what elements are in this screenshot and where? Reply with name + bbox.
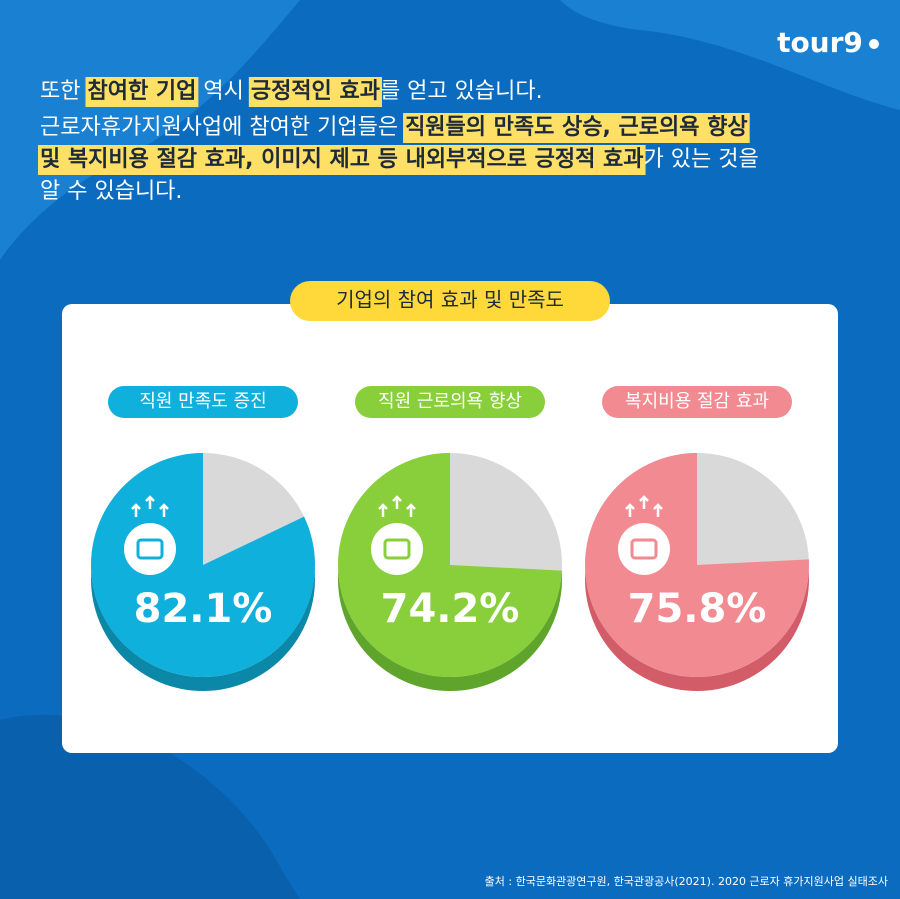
intro-text: 알 수 있습니다.	[40, 179, 182, 204]
icon-arrow	[653, 503, 663, 517]
intro: 또한 참여한 기업 역시 긍정적인 효과 를 얻고 있습니다. 근로자휴가지원사업에…	[38, 77, 759, 204]
section-title: 기업의 참여 효과 및 만족도	[336, 288, 564, 312]
icon-glyph	[630, 538, 658, 560]
icon-arrow	[406, 503, 416, 517]
icon-glyph	[383, 538, 411, 560]
highlight	[248, 77, 382, 107]
icon-arrow	[131, 503, 141, 517]
bg-blob	[560, 0, 900, 110]
icon-arrow	[159, 503, 169, 517]
pill	[108, 386, 298, 418]
icon-arrow	[145, 495, 155, 509]
pie-slice	[338, 453, 562, 677]
intro-text: 또한	[40, 79, 87, 104]
highlight-text: 참여한 기업	[87, 79, 196, 104]
icon-circle	[618, 523, 670, 575]
highlight	[85, 77, 199, 107]
charts: 직원 만족도 증진 82.1% 직원 근로의욕 향상 74.2% 복지비용 절감 효과 7…	[90, 386, 809, 691]
icon-arrow	[392, 495, 402, 509]
section-badge	[290, 281, 610, 321]
bg-blob	[0, 714, 300, 899]
icon-arrow	[639, 495, 649, 509]
source: 출처 : 한국문화관광연구원, 한국관광공사(2021). 2020 근로자 휴…	[485, 875, 888, 888]
intro-text: 역시	[196, 79, 250, 104]
value-label: 74.2%	[381, 586, 520, 632]
value-label: 82.1%	[134, 586, 273, 632]
pill	[355, 386, 545, 418]
highlight-text: 및 복지비용 절감 효과, 이미지 제고 등 내외부적으로 긍정적 효과	[40, 147, 644, 172]
intro-text: 근로자휴가지원사업에 참여한 기업들은	[40, 115, 405, 140]
bg-blob	[0, 0, 300, 260]
pie-slice	[90, 453, 315, 677]
pie-title: 직원 근로의욕 향상	[378, 391, 522, 412]
icon-circle	[371, 523, 423, 575]
icon-arrow	[625, 503, 635, 517]
icon-arrow	[378, 503, 388, 517]
intro-text: 가 있는 것을	[644, 147, 759, 172]
pie-title: 복지비용 절감 효과	[625, 391, 769, 412]
logo-pin	[869, 39, 879, 49]
logo: tour9	[777, 26, 863, 59]
intro-text: 를 얻고 있습니다.	[380, 79, 543, 104]
icon-circle	[124, 523, 176, 575]
pie-title: 직원 만족도 증진	[139, 391, 266, 412]
pill	[602, 386, 792, 418]
highlight	[403, 113, 750, 143]
pie-slice	[585, 453, 809, 677]
highlight-text: 직원들의 만족도 상승, 근로의욕 향상	[405, 115, 748, 140]
icon-glyph	[136, 538, 164, 560]
value-label: 75.8%	[628, 586, 767, 632]
highlight	[38, 145, 646, 175]
highlight-text: 긍정적인 효과	[251, 79, 380, 104]
